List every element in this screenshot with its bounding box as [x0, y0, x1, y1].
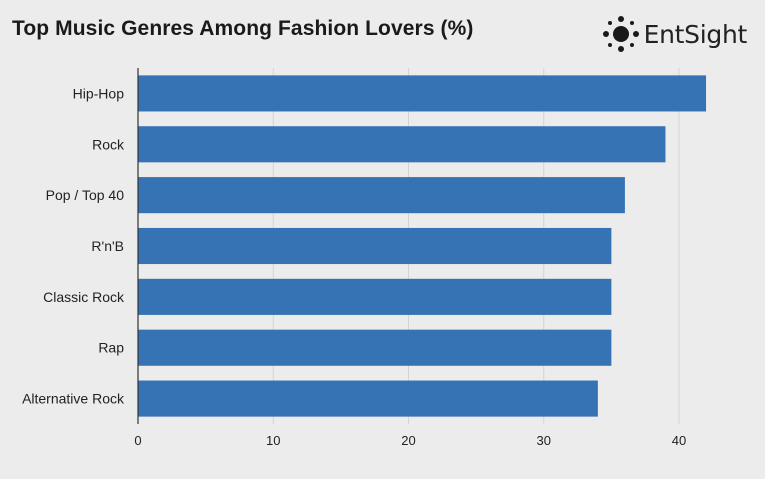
chart-title: Top Music Genres Among Fashion Lovers (%… [12, 17, 474, 40]
category-label: Alternative Rock [22, 391, 125, 407]
category-label: Rock [92, 136, 125, 152]
bar [138, 126, 666, 163]
bar [138, 278, 612, 315]
brand-logo: EntSight [600, 14, 747, 54]
x-tick-label: 30 [537, 433, 551, 448]
x-tick-label: 40 [672, 433, 686, 448]
brand-name: EntSight [643, 19, 748, 49]
bar [138, 329, 612, 366]
category-label: Hip-Hop [73, 85, 125, 101]
category-label: Pop / Top 40 [46, 187, 125, 203]
bar [138, 75, 707, 112]
bar [138, 380, 598, 417]
category-label: Classic Rock [43, 289, 125, 305]
x-tick-label: 10 [266, 433, 280, 448]
bar [138, 227, 612, 265]
x-tick-label: 0 [134, 433, 141, 448]
x-tick-label: 20 [401, 433, 415, 448]
bar [138, 177, 625, 214]
category-label: R'n'B [91, 238, 124, 254]
category-label: Rap [98, 340, 124, 356]
entsight-logo-icon [602, 16, 639, 52]
